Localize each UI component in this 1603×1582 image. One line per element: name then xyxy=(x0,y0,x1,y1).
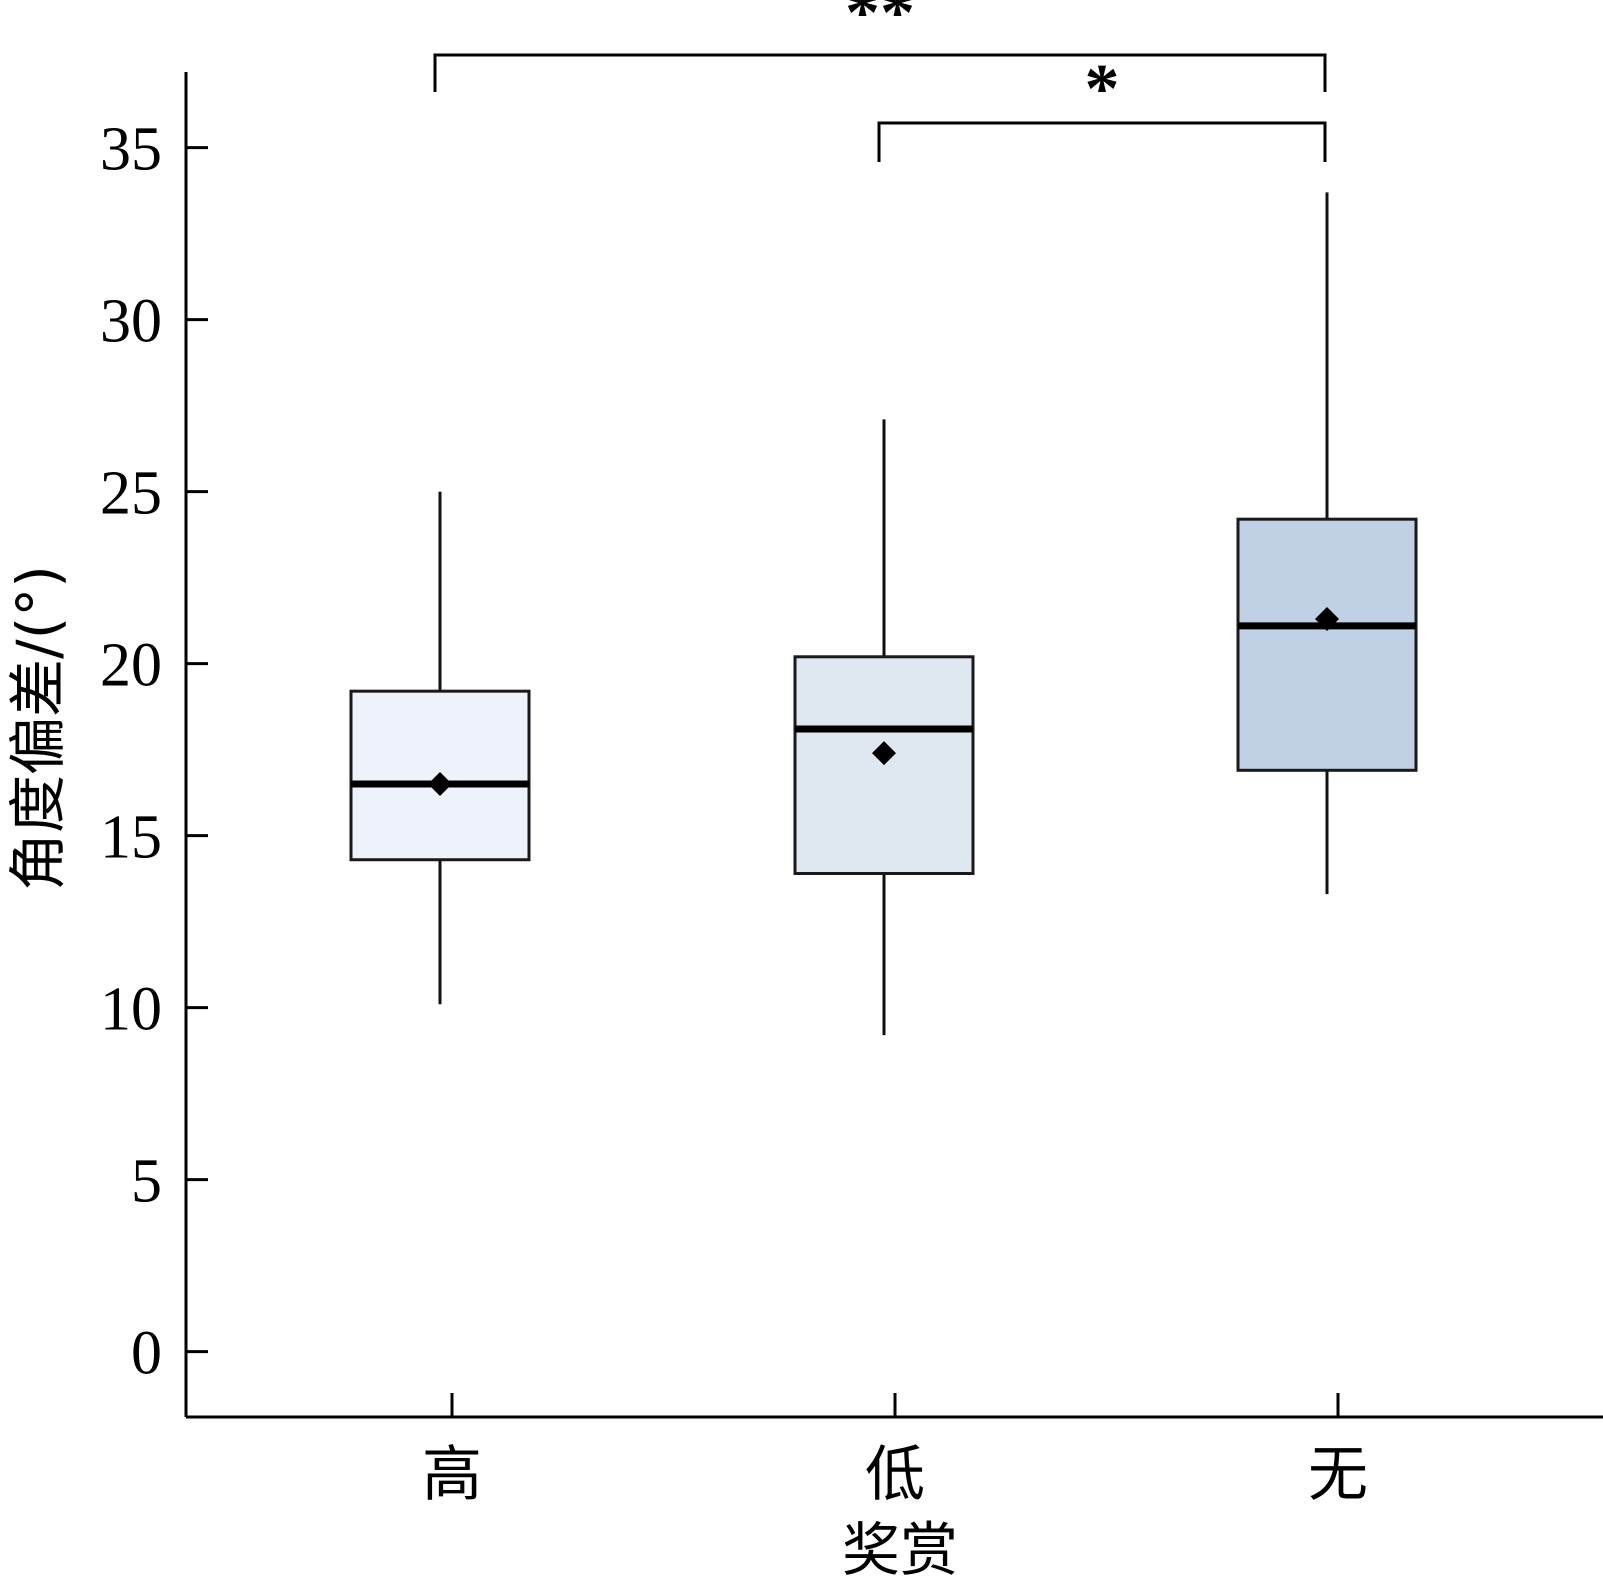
y-tick-label: 20 xyxy=(100,632,162,700)
x-axis: 高低无 xyxy=(186,1393,1603,1510)
box-1 xyxy=(349,491,531,1005)
significance-bracket-2: * xyxy=(877,51,1327,162)
box-2 xyxy=(793,419,975,1036)
y-tick-label: 10 xyxy=(100,976,162,1044)
x-tick-label: 无 xyxy=(1308,1440,1368,1510)
y-axis-label: 角度偏差/(°) xyxy=(4,565,72,891)
mean-marker xyxy=(872,741,896,766)
y-tick-label: 0 xyxy=(131,1320,162,1388)
bracket-line xyxy=(433,53,1327,92)
y-tick-label: 15 xyxy=(100,804,162,872)
significance-bracket-1: ** xyxy=(433,0,1327,92)
mean-marker xyxy=(428,772,452,797)
boxes xyxy=(349,192,1418,1036)
box-iqr xyxy=(1236,517,1418,772)
x-axis-label: 奖赏 xyxy=(842,1516,958,1582)
y-tick-label: 25 xyxy=(100,460,162,528)
bracket-line xyxy=(877,121,1327,162)
box-3 xyxy=(1236,192,1418,895)
y-tick-label: 35 xyxy=(100,116,162,184)
x-tick-label: 低 xyxy=(865,1440,925,1510)
box-iqr xyxy=(793,655,975,875)
significance-label: ** xyxy=(845,0,915,52)
y-tick-label: 30 xyxy=(100,288,162,356)
y-tick-label: 5 xyxy=(131,1148,162,1216)
significance-brackets: *** xyxy=(433,0,1327,162)
mean-marker xyxy=(1315,606,1339,631)
x-tick-label: 高 xyxy=(422,1440,482,1510)
y-axis: 0 5 10 15 20 25 30 35 xyxy=(100,72,208,1417)
significance-label: * xyxy=(1085,51,1120,128)
